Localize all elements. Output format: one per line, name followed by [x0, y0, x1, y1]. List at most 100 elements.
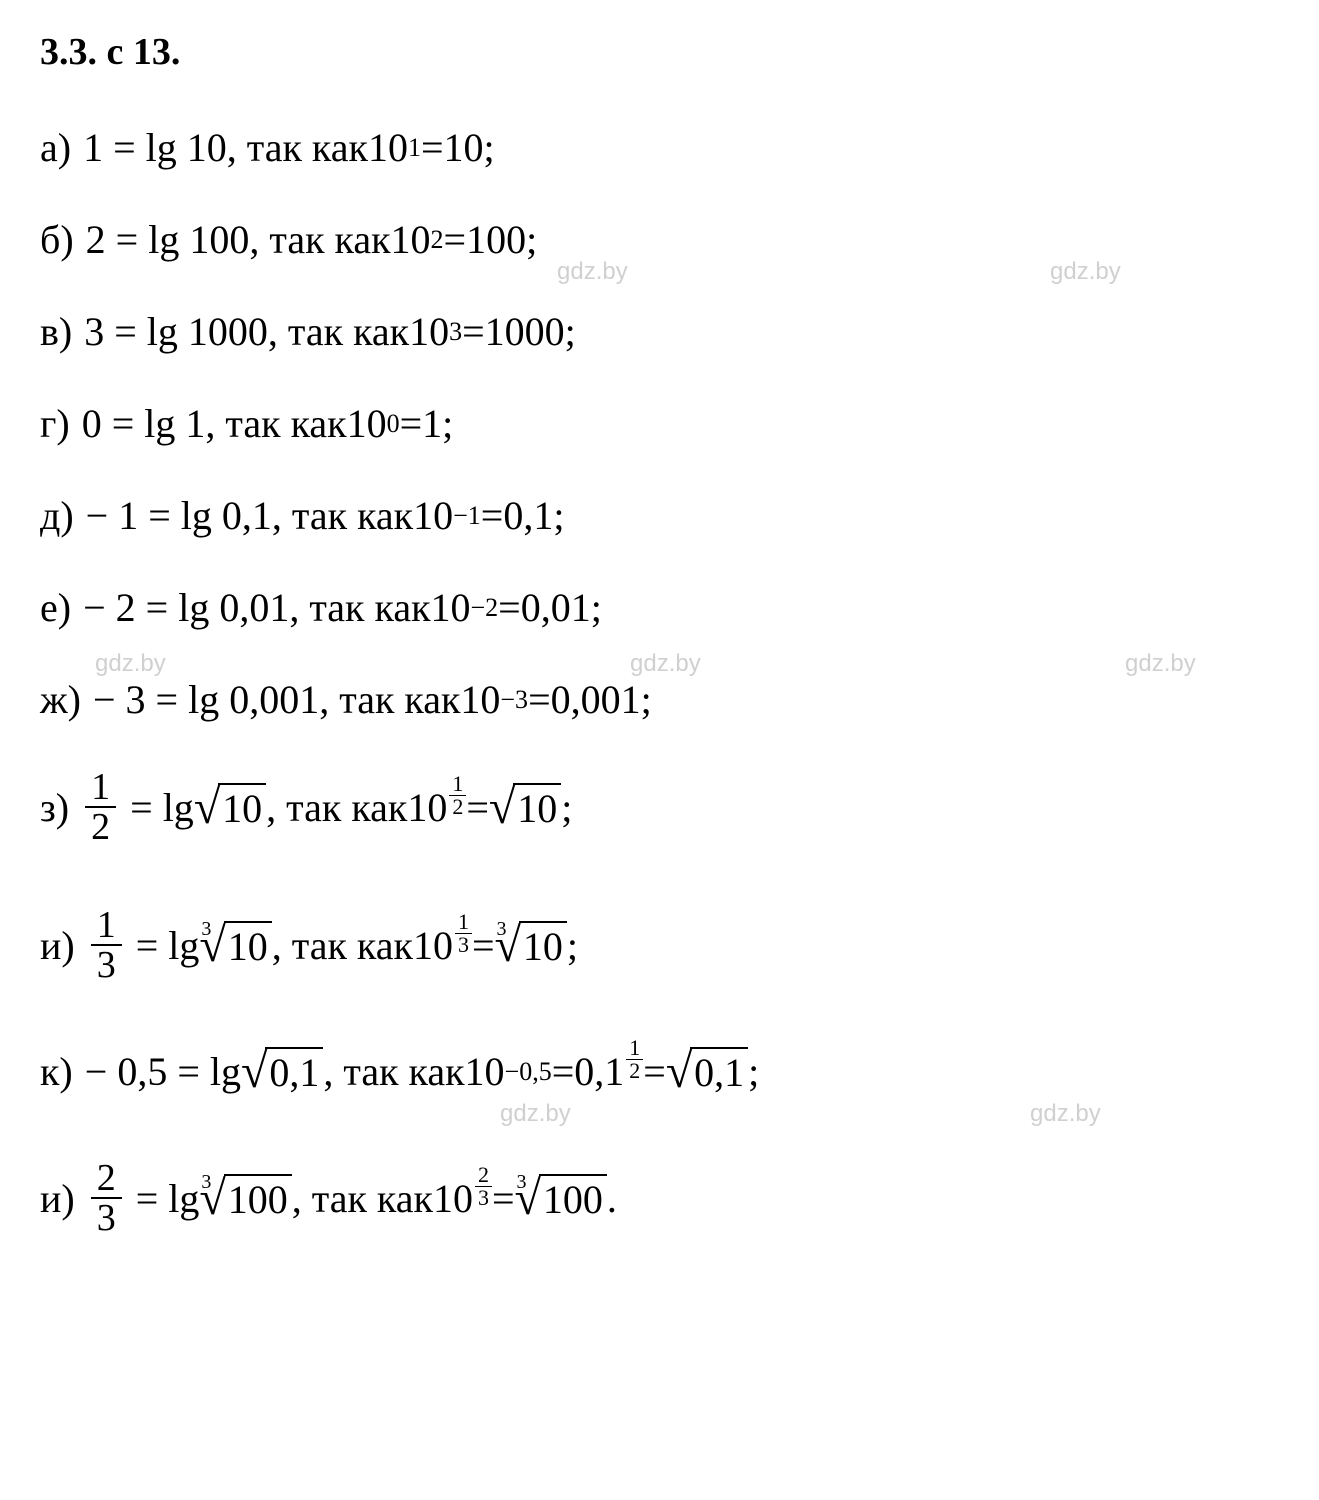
- equation-b: б) 2 = lg 100 , так как 102 = 100;: [40, 216, 1279, 263]
- equation-a: а) 1 = lg 10 , так как 101 = 10;: [40, 124, 1279, 171]
- equals: =: [136, 584, 179, 631]
- base: 10: [368, 124, 408, 171]
- rhs: 10;: [444, 124, 495, 171]
- lhs: 0: [82, 400, 102, 447]
- equals: =: [146, 676, 189, 723]
- sqrt-index: 3: [201, 1171, 211, 1194]
- watermark: gdz.by: [1030, 1100, 1101, 1128]
- equation-d: д) − 1 = lg 0,1 , так как 10−1 = 0,1;: [40, 492, 1279, 539]
- label: е): [40, 584, 71, 631]
- equals: =: [103, 124, 146, 171]
- since-text: , так как: [249, 216, 390, 263]
- exp-denominator: 3: [475, 1187, 492, 1209]
- end: ;: [567, 922, 578, 969]
- equals: =: [444, 216, 467, 263]
- equals: =: [492, 1175, 515, 1222]
- equals: =: [528, 676, 551, 723]
- equals: =: [167, 1048, 210, 1095]
- exponent-fraction: 1 2: [626, 1037, 643, 1082]
- label: к): [40, 1048, 73, 1095]
- since-text: , так как: [319, 676, 460, 723]
- watermark: gdz.by: [500, 1100, 571, 1128]
- sqrt-content: 10: [519, 921, 567, 970]
- log-expr: lg 1000: [147, 308, 268, 355]
- equals: =: [400, 400, 423, 447]
- exp-numerator: 2: [475, 1164, 492, 1187]
- lhs: − 3: [93, 676, 146, 723]
- base: 10: [409, 308, 449, 355]
- base: 10: [413, 492, 453, 539]
- sqrt-content: 10: [513, 783, 561, 832]
- watermark: gdz.by: [95, 650, 166, 678]
- since-text: , так как: [323, 1048, 464, 1095]
- sqrt-content: 10: [218, 783, 266, 832]
- equals: =: [102, 400, 145, 447]
- base: 10: [391, 216, 431, 263]
- rhs: 0,1;: [503, 492, 564, 539]
- base: 10: [347, 400, 387, 447]
- since-text: , так как: [227, 124, 368, 171]
- sqrt-expr: 3 √ 100: [199, 1171, 291, 1226]
- label: ж): [40, 676, 81, 723]
- since-text: , так как: [272, 492, 413, 539]
- log-expr: lg 0,1: [181, 492, 272, 539]
- denominator: 3: [91, 946, 122, 984]
- equals: =: [552, 1048, 575, 1095]
- since-text: , так как: [205, 400, 346, 447]
- numerator: 2: [91, 1159, 122, 1199]
- log-expr: lg 0,01: [178, 584, 289, 631]
- equals: =: [462, 308, 485, 355]
- end: ;: [561, 784, 572, 831]
- sqrt-expr: 3 √ 10: [199, 918, 271, 973]
- fraction-lhs: 2 3: [91, 1159, 122, 1237]
- equals: =: [104, 308, 147, 355]
- base: 10: [413, 922, 453, 969]
- log-expr: lg 0,001: [188, 676, 319, 723]
- lhs: − 2: [83, 584, 136, 631]
- equation-k: к) − 0,5 = lg √ 0,1 , так как 10−0,5 = 0…: [40, 1044, 1279, 1099]
- sqrt-rhs: 3 √ 100: [515, 1171, 607, 1226]
- watermark: gdz.by: [1125, 650, 1196, 678]
- lhs: − 0,5: [85, 1048, 168, 1095]
- lhs: 2: [86, 216, 106, 263]
- label: и): [40, 1175, 75, 1222]
- label: и): [40, 922, 75, 969]
- mid-base: 0,1: [574, 1048, 624, 1095]
- equals: =: [498, 584, 521, 631]
- rhs: 0,01;: [521, 584, 602, 631]
- since-text: , так как: [272, 922, 413, 969]
- log-prefix: lg: [168, 922, 199, 969]
- sqrt-icon: √: [241, 1044, 267, 1099]
- sqrt-expr: √ 10: [194, 780, 266, 835]
- equation-zh: ж) − 3 = lg 0,001 , так как 10−3 = 0,001…: [40, 676, 1279, 723]
- equation-z: з) 1 2 = lg √ 10 , так как 10 1 2 = √ 10…: [40, 768, 1279, 846]
- since-text: , так как: [268, 308, 409, 355]
- equals: =: [481, 492, 504, 539]
- rhs: 100;: [466, 216, 537, 263]
- log-prefix: lg: [163, 784, 194, 831]
- end: ;: [748, 1048, 759, 1095]
- exp-denominator: 2: [626, 1060, 643, 1082]
- label: б): [40, 216, 74, 263]
- equals: =: [138, 492, 181, 539]
- exp-numerator: 1: [626, 1037, 643, 1060]
- sqrt-expr: √ 0,1: [241, 1044, 323, 1099]
- rhs: 1000;: [485, 308, 576, 355]
- numerator: 1: [85, 768, 116, 808]
- sqrt-rhs: √ 0,1: [666, 1044, 748, 1099]
- watermark: gdz.by: [630, 650, 701, 678]
- base: 10: [407, 784, 447, 831]
- fraction-lhs: 1 2: [85, 768, 116, 846]
- exponent-fraction: 1 3: [455, 911, 472, 956]
- sqrt-rhs: 3 √ 10: [495, 918, 567, 973]
- fraction-lhs: 1 3: [91, 906, 122, 984]
- sqrt-index: 3: [497, 918, 507, 941]
- equals: =: [106, 216, 149, 263]
- sqrt-icon: √: [489, 780, 515, 835]
- sqrt-index: 3: [201, 918, 211, 941]
- exponent-fraction: 1 2: [449, 773, 466, 818]
- label: д): [40, 492, 74, 539]
- equation-i: и) 1 3 = lg 3 √ 10 , так как 10 1 3 = 3 …: [40, 906, 1279, 984]
- log-prefix: lg: [168, 1175, 199, 1222]
- denominator: 3: [91, 1199, 122, 1237]
